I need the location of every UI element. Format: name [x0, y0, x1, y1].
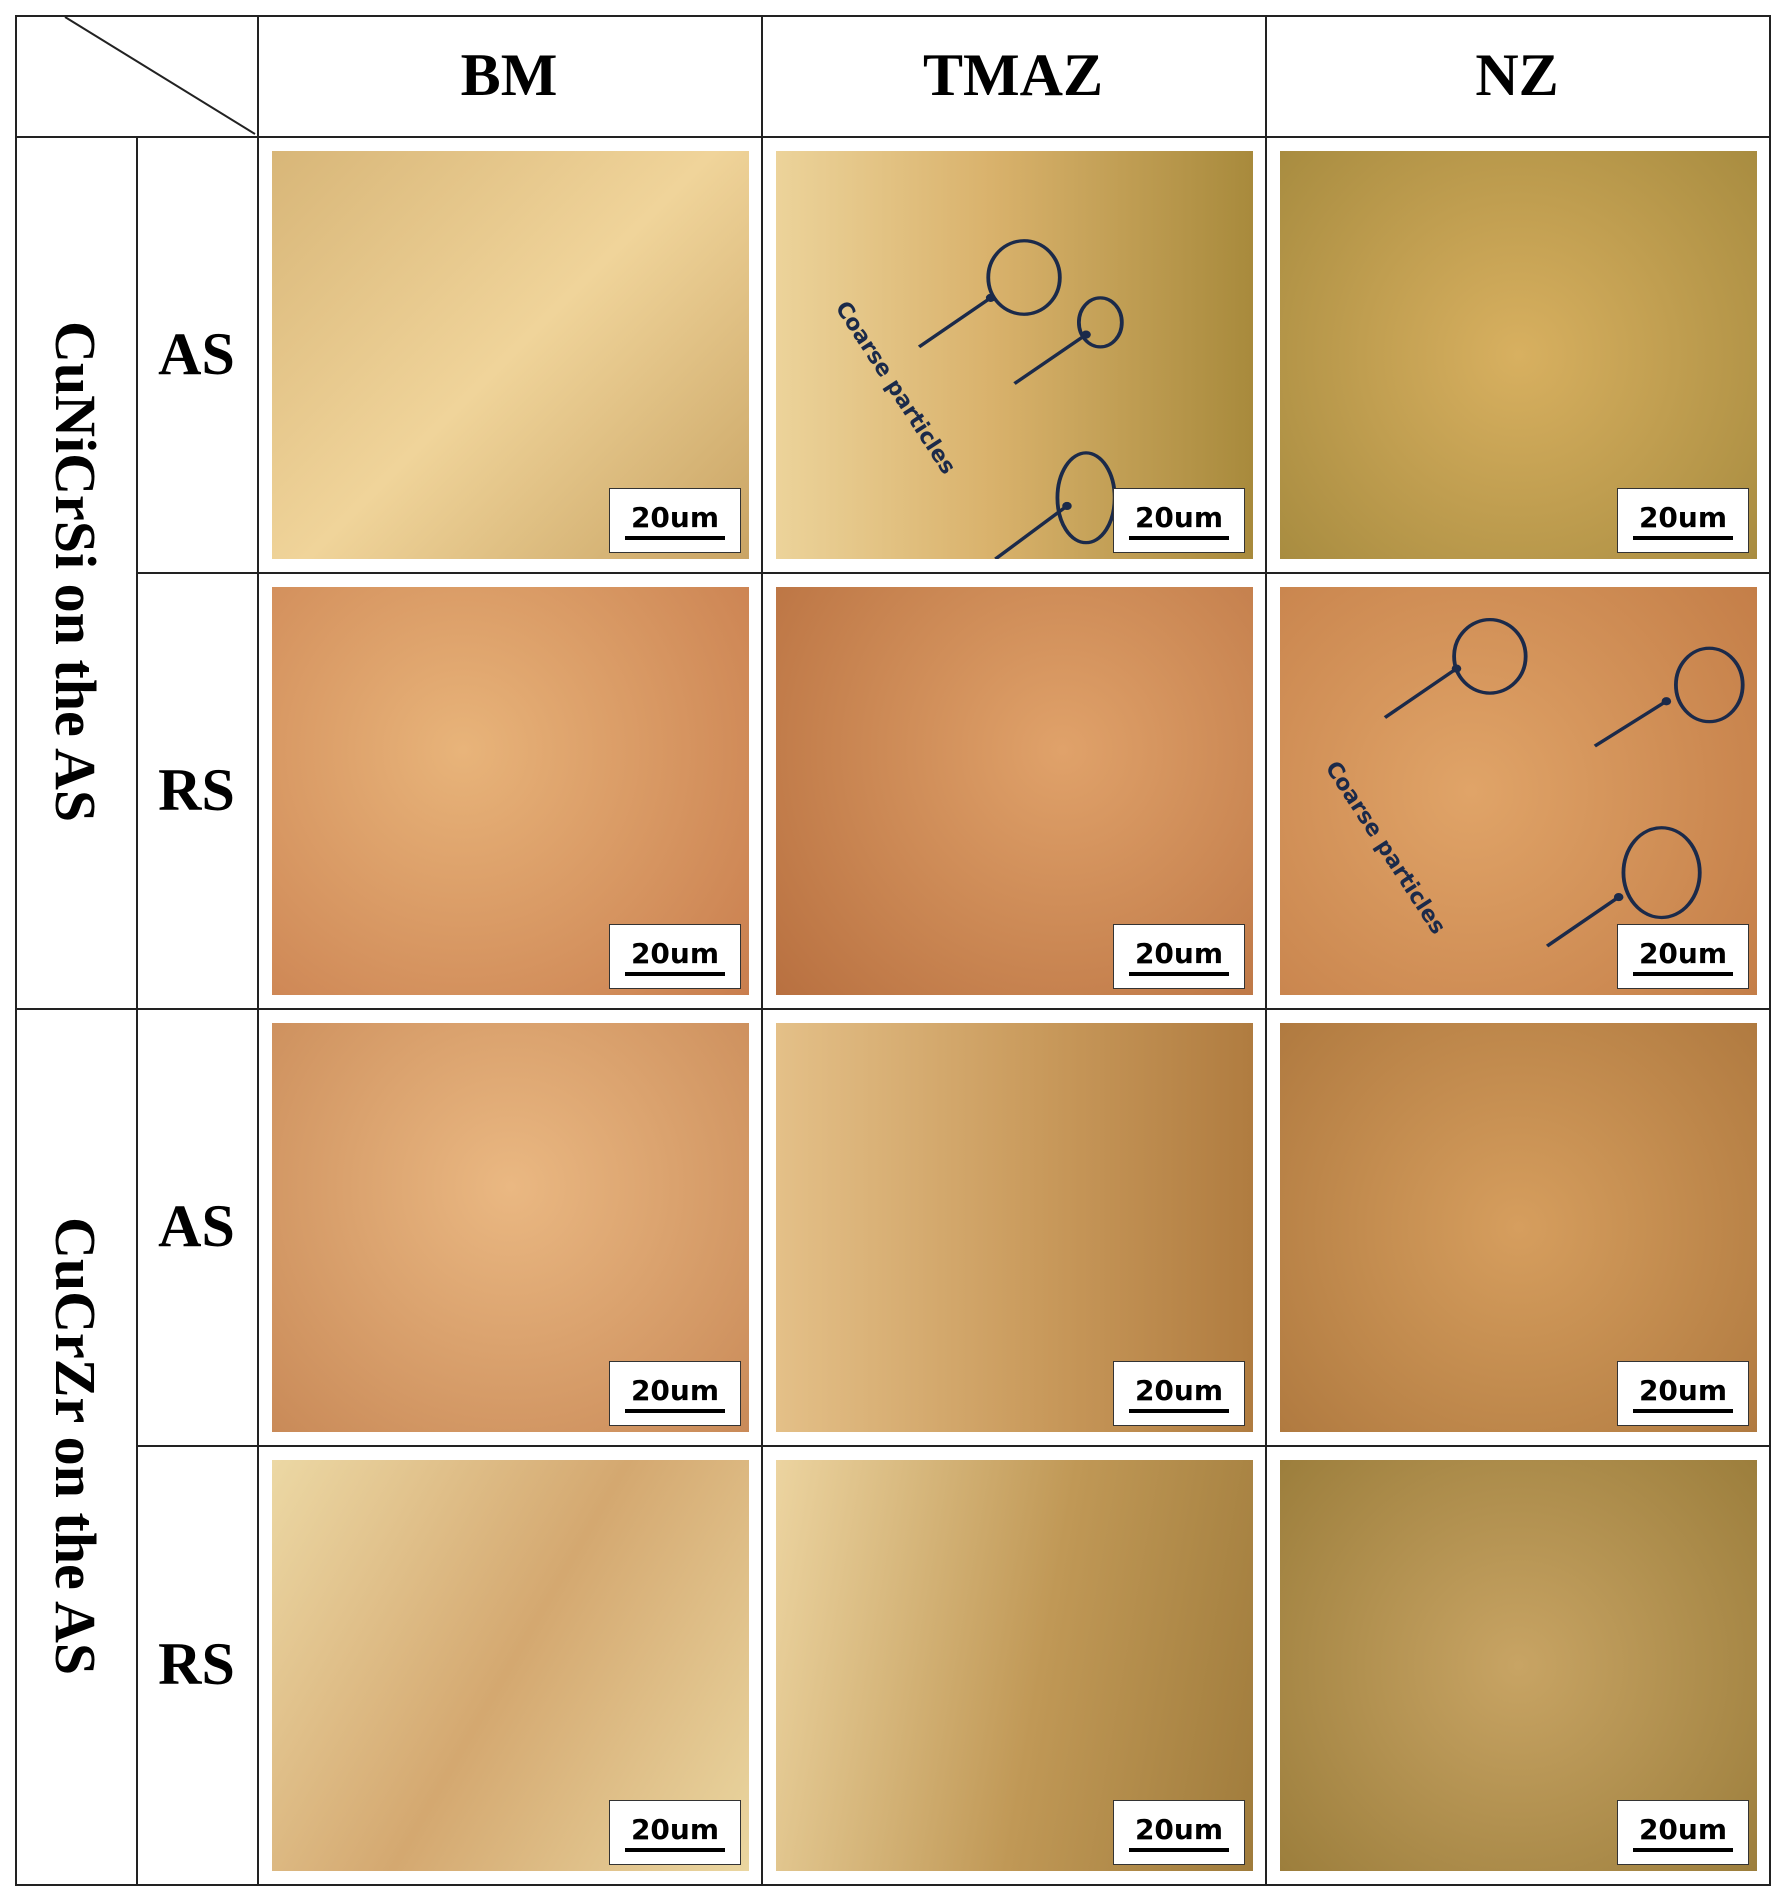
scale-bar: 20um [1113, 488, 1245, 553]
row-label: RS [158, 756, 235, 823]
table-border [15, 15, 1769, 17]
row-label: AS [158, 320, 235, 387]
scale-bar: 20um [609, 1361, 741, 1426]
scale-bar: 20um [1617, 488, 1749, 553]
row-label: RS [158, 1631, 235, 1697]
micrograph: 20um [776, 1023, 1253, 1432]
micrograph: Coarse particles 20um [776, 151, 1253, 559]
column-header: NZ [1475, 42, 1559, 108]
group-label: CuCrZr on the AS [43, 1216, 108, 1676]
scale-bar: 20um [1113, 1361, 1245, 1426]
micrograph: 20um [776, 1460, 1253, 1871]
table-border [761, 15, 763, 1886]
group-label: CuNiCrSi on the AS [43, 321, 108, 823]
micrograph: Coarse particles 20um [1280, 587, 1757, 995]
table-border [15, 1008, 1769, 1010]
micrograph: 20um [1280, 1023, 1757, 1432]
particle-markers [1383, 618, 1745, 948]
scale-bar: 20um [609, 924, 741, 989]
table-border [15, 15, 17, 1886]
micrograph: 20um [272, 151, 749, 559]
scale-bar: 20um [609, 1800, 741, 1865]
micrograph: 20um [1280, 151, 1757, 559]
table-border [15, 136, 1769, 138]
micrograph: 20um [272, 587, 749, 995]
micrograph: 20um [272, 1460, 749, 1871]
column-header: BM [460, 42, 558, 108]
table-border [136, 1445, 1769, 1447]
micrograph: 20um [776, 587, 1253, 995]
scale-bar: 20um [1617, 1361, 1749, 1426]
table-border [136, 572, 1769, 574]
table-border [1769, 15, 1771, 1886]
table-border [257, 15, 259, 1886]
scale-bar: 20um [609, 488, 741, 553]
micrograph: 20um [1280, 1460, 1757, 1871]
table-border [15, 1884, 1769, 1886]
scale-bar: 20um [1113, 1800, 1245, 1865]
scale-bar: 20um [1617, 1800, 1749, 1865]
row-label: AS [158, 1193, 235, 1259]
micrograph: 20um [272, 1023, 749, 1432]
column-header: TMAZ [923, 42, 1103, 108]
table-border [136, 136, 138, 1884]
table-border [1265, 15, 1267, 1886]
scale-bar: 20um [1617, 924, 1749, 989]
diagonal [64, 16, 256, 135]
scale-bar: 20um [1113, 924, 1245, 989]
